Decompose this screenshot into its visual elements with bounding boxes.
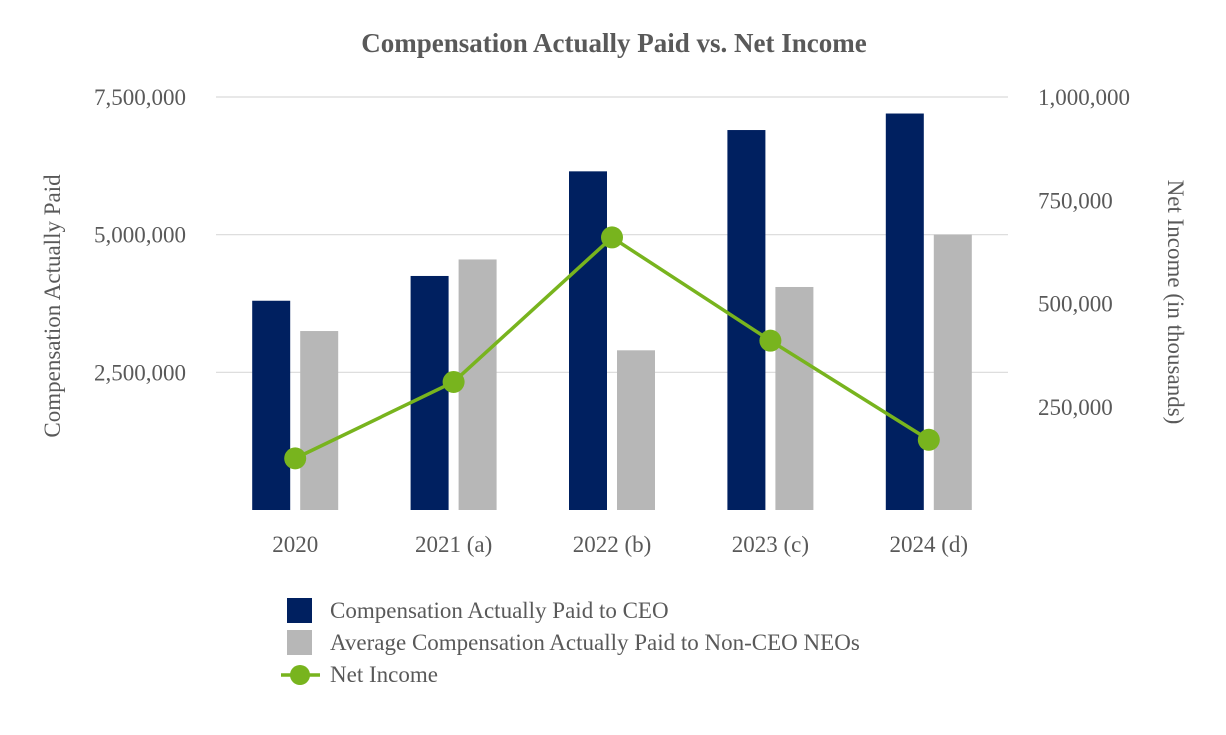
left-tick-label: 2,500,000 (94, 360, 186, 385)
bar-ceo (885, 113, 924, 511)
bar-non-ceo-neo (617, 350, 655, 510)
right-axis-ticks: 250,000 500,000 750,000 1,000,000 (1038, 85, 1130, 420)
bar-ceo (569, 171, 607, 510)
bar-non-ceo-neo (458, 259, 497, 510)
right-tick-label: 1,000,000 (1038, 85, 1130, 110)
right-tick-label: 750,000 (1038, 188, 1113, 213)
legend-marker-net-income (290, 665, 310, 685)
right-tick-label: 500,000 (1038, 292, 1113, 317)
left-axis-ticks: 2,500,000 5,000,000 7,500,000 (94, 85, 186, 385)
net-income-point (601, 226, 623, 249)
right-tick-label: 250,000 (1038, 395, 1113, 420)
net-income-point (284, 447, 307, 470)
category-label: 2020 (272, 532, 318, 557)
bar-non-ceo-neo (933, 234, 972, 510)
chart-title: Compensation Actually Paid vs. Net Incom… (361, 28, 867, 58)
left-tick-label: 5,000,000 (94, 223, 186, 248)
category-axis: 2020 2021 (a) 2022 (b) 2023 (c) 2024 (d) (272, 532, 968, 557)
legend-label-net-income: Net Income (330, 662, 438, 687)
net-income-line (294, 235, 930, 460)
net-income-point (917, 428, 940, 451)
legend: Compensation Actually Paid to CEO Averag… (281, 598, 860, 687)
category-label: 2023 (c) (732, 532, 809, 557)
left-tick-label: 7,500,000 (94, 85, 186, 110)
category-label: 2021 (a) (415, 532, 492, 557)
bar-non-ceo-neo (775, 286, 814, 510)
line-group (284, 226, 940, 470)
bars-group (252, 113, 972, 511)
bar-ceo (727, 130, 766, 511)
net-income-point (442, 370, 465, 393)
right-axis-title: Net Income (in thousands) (1163, 180, 1188, 425)
category-label: 2024 (d) (890, 532, 969, 557)
legend-swatch-neo (287, 630, 312, 655)
legend-swatch-ceo (287, 598, 312, 623)
bar-ceo (252, 300, 291, 510)
bar-non-ceo-neo (300, 331, 339, 510)
left-axis-title: Compensation Actually Paid (40, 174, 65, 438)
net-income-point (759, 329, 782, 352)
legend-label-ceo: Compensation Actually Paid to CEO (330, 598, 669, 623)
legend-label-neo: Average Compensation Actually Paid to No… (330, 630, 860, 655)
category-label: 2022 (b) (573, 532, 652, 557)
